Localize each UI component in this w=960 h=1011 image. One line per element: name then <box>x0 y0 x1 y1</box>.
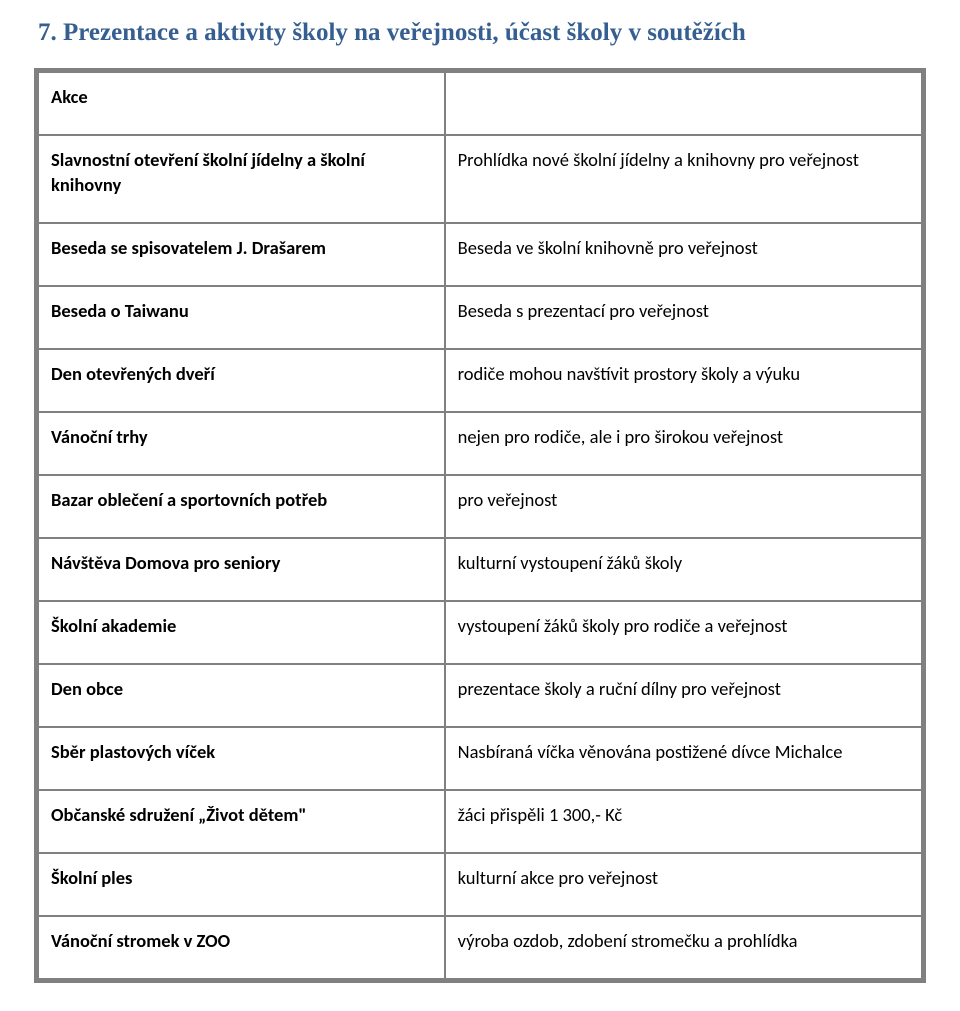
table-header-row: Akce <box>38 72 922 135</box>
section-heading: 7. Prezentace a aktivity školy na veřejn… <box>38 18 926 48</box>
events-table-outer: Akce Slavnostní otevření školní jídelny … <box>34 68 926 983</box>
table-row: Sběr plastových víček Nasbíraná víčka vě… <box>38 727 922 790</box>
event-desc: prezentace školy a ruční dílny pro veřej… <box>445 664 922 727</box>
table-row: Vánoční stromek v ZOO výroba ozdob, zdob… <box>38 916 922 979</box>
event-desc: nejen pro rodiče, ale i pro širokou veře… <box>445 412 922 475</box>
table-row: Beseda se spisovatelem J. Drašarem Besed… <box>38 223 922 286</box>
header-cell-left: Akce <box>38 72 445 135</box>
header-cell-right <box>445 72 922 135</box>
table-row: Slavnostní otevření školní jídelny a ško… <box>38 135 922 223</box>
event-name: Občanské sdružení „Život dětem" <box>38 790 445 853</box>
event-name: Den otevřených dveří <box>38 349 445 412</box>
event-name: Vánoční stromek v ZOO <box>38 916 445 979</box>
event-desc: rodiče mohou navštívit prostory školy a … <box>445 349 922 412</box>
event-desc: Nasbíraná víčka věnována postižené dívce… <box>445 727 922 790</box>
table-row: Občanské sdružení „Život dětem" žáci při… <box>38 790 922 853</box>
event-desc: žáci přispěli 1 300,- Kč <box>445 790 922 853</box>
table-row: Den obce prezentace školy a ruční dílny … <box>38 664 922 727</box>
event-desc: pro veřejnost <box>445 475 922 538</box>
event-desc: kulturní akce pro veřejnost <box>445 853 922 916</box>
event-desc: Prohlídka nové školní jídelny a knihovny… <box>445 135 922 223</box>
table-row: Školní ples kulturní akce pro veřejnost <box>38 853 922 916</box>
table-row: Návštěva Domova pro seniory kulturní vys… <box>38 538 922 601</box>
event-name: Beseda o Taiwanu <box>38 286 445 349</box>
event-desc: výroba ozdob, zdobení stromečku a prohlí… <box>445 916 922 979</box>
event-desc: Beseda s prezentací pro veřejnost <box>445 286 922 349</box>
table-row: Beseda o Taiwanu Beseda s prezentací pro… <box>38 286 922 349</box>
event-name: Bazar oblečení a sportovních potřeb <box>38 475 445 538</box>
event-desc: Beseda ve školní knihovně pro veřejnost <box>445 223 922 286</box>
event-name: Školní akademie <box>38 601 445 664</box>
event-name: Slavnostní otevření školní jídelny a ško… <box>38 135 445 223</box>
event-desc: vystoupení žáků školy pro rodiče a veřej… <box>445 601 922 664</box>
event-name: Beseda se spisovatelem J. Drašarem <box>38 223 445 286</box>
event-desc: kulturní vystoupení žáků školy <box>445 538 922 601</box>
event-name: Školní ples <box>38 853 445 916</box>
event-name: Den obce <box>38 664 445 727</box>
table-row: Vánoční trhy nejen pro rodiče, ale i pro… <box>38 412 922 475</box>
page: 7. Prezentace a aktivity školy na veřejn… <box>0 0 960 1011</box>
events-table: Akce Slavnostní otevření školní jídelny … <box>37 71 923 980</box>
event-name: Návštěva Domova pro seniory <box>38 538 445 601</box>
event-name: Vánoční trhy <box>38 412 445 475</box>
table-row: Den otevřených dveří rodiče mohou navští… <box>38 349 922 412</box>
table-row: Školní akademie vystoupení žáků školy pr… <box>38 601 922 664</box>
table-row: Bazar oblečení a sportovních potřeb pro … <box>38 475 922 538</box>
event-name: Sběr plastových víček <box>38 727 445 790</box>
